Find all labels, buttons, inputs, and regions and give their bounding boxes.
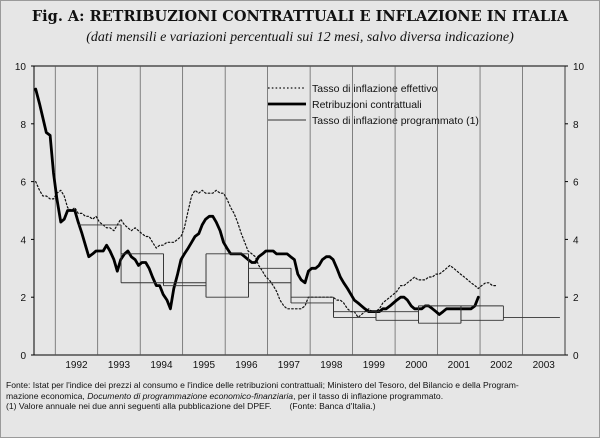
y-tick-label-right: 4 <box>573 235 579 246</box>
y-tick-label-right: 10 <box>573 62 585 73</box>
x-tick-label: 1997 <box>278 360 301 371</box>
y-tick-label-left: 10 <box>15 62 27 73</box>
x-tick-label: 1998 <box>320 360 343 371</box>
legend-label: Tasso di inflazione effettivo <box>312 83 437 95</box>
legend-label: Tasso di inflazione programmato (1) <box>312 115 479 127</box>
source-line-2-italic: Documento di programmazione economico-fi… <box>87 390 294 401</box>
x-tick-label: 2003 <box>533 360 556 371</box>
source-line-2: mazione economica, Documento di programm… <box>6 391 594 402</box>
chart-title: Fig. A: RETRIBUZIONI CONTRATTUALI E INFL… <box>31 8 569 25</box>
series-line-1 <box>35 181 497 318</box>
x-tick-label: 1994 <box>150 360 173 371</box>
y-tick-label-right: 6 <box>573 178 579 189</box>
x-tick-label: 1999 <box>363 360 386 371</box>
y-tick-label-left: 8 <box>20 120 26 131</box>
y-tick-label-right: 2 <box>573 293 579 304</box>
x-tick-label: 1995 <box>193 360 216 371</box>
series-line-2 <box>34 87 480 316</box>
note-text: (1) Valore annuale nei due anni seguenti… <box>6 401 272 412</box>
y-tick-label-left: 2 <box>20 293 26 304</box>
x-tick-label: 1996 <box>235 360 258 371</box>
x-tick-label: 2001 <box>448 360 471 371</box>
source-credit: (Fonte: Banca d'Italia.) <box>289 401 376 412</box>
source-line-2-prefix: mazione economica, <box>6 390 88 401</box>
note-line: (1) Valore annuale nei due anni seguenti… <box>6 401 594 412</box>
source-line-1: Fonte: Istat per l'indice dei prezzi al … <box>6 380 519 390</box>
x-tick-label: 2000 <box>405 360 428 371</box>
y-tick-label-right: 8 <box>573 120 579 131</box>
plot-area <box>33 65 566 356</box>
x-tick-label: 1993 <box>108 360 131 371</box>
source-line-2-suffix: , per il tasso di inflazione programmato… <box>293 390 444 401</box>
y-tick-label-left: 0 <box>20 351 26 362</box>
y-tick-label-right: 0 <box>573 351 579 362</box>
footnotes: Fonte: Istat per l'indice dei prezzi al … <box>6 380 594 412</box>
chart-subtitle: (dati mensili e variazioni percentuali s… <box>86 30 514 45</box>
x-tick-label: 2002 <box>490 360 513 371</box>
y-tick-label-left: 6 <box>20 178 26 189</box>
y-tick-label-left: 4 <box>20 235 26 246</box>
legend-label: Retribuzioni contrattuali <box>312 99 422 111</box>
x-tick-label: 1992 <box>65 360 88 371</box>
